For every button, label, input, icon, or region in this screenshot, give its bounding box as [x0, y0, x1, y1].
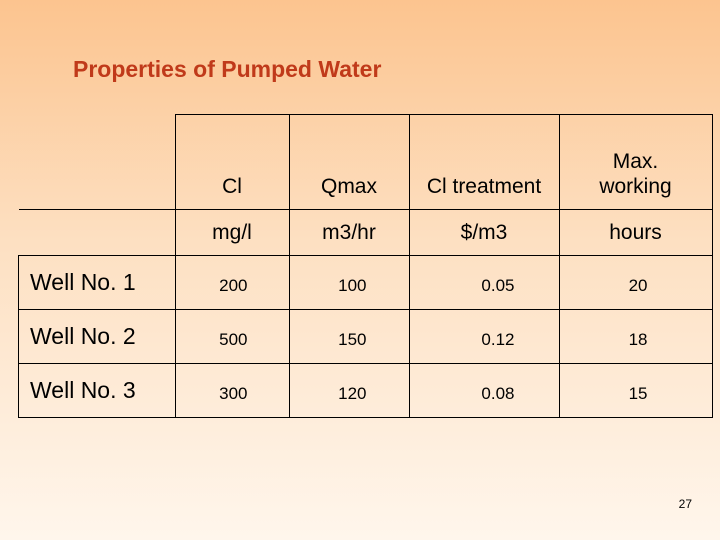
header-row: Cl Qmax Cl treatment Max. working	[18, 114, 713, 210]
table-row: Well No. 2 500 150 0.12 18	[18, 309, 713, 364]
slide-title: Properties of Pumped Water	[73, 56, 382, 82]
empty-unit-cell	[18, 209, 176, 256]
table-row: Well No. 1 200 100 0.05 20	[18, 255, 713, 310]
value-max-working: 20	[558, 255, 713, 310]
header-max-working: Max. working	[558, 114, 713, 210]
units-row: mg/l m3/hr $/m3 hours	[18, 209, 713, 256]
value-cl-treatment: 0.08	[408, 363, 560, 418]
well-name: Well No. 1	[18, 255, 176, 310]
value-cl: 500	[174, 309, 290, 364]
header-max-working-label: Max. working	[599, 150, 672, 198]
properties-table: Cl Qmax Cl treatment Max. working mg/l m…	[18, 114, 713, 418]
well-name: Well No. 2	[18, 309, 176, 364]
value-cl: 300	[174, 363, 290, 418]
value-cl-treatment: 0.12	[408, 309, 560, 364]
value-cl-treatment: 0.05	[408, 255, 560, 310]
well-name: Well No. 3	[18, 363, 176, 418]
table-row: Well No. 3 300 120 0.08 15	[18, 363, 713, 418]
header-cl-treatment: Cl treatment	[408, 114, 560, 210]
unit-qmax: m3/hr	[288, 209, 410, 256]
unit-cl: mg/l	[174, 209, 290, 256]
value-max-working: 15	[558, 363, 713, 418]
value-max-working: 18	[558, 309, 713, 364]
header-cl: Cl	[174, 114, 290, 210]
value-cl: 200	[174, 255, 290, 310]
unit-max-working: hours	[558, 209, 713, 256]
value-qmax: 120	[288, 363, 410, 418]
value-qmax: 100	[288, 255, 410, 310]
header-qmax: Qmax	[288, 114, 410, 210]
value-qmax: 150	[288, 309, 410, 364]
page-number: 27	[678, 497, 692, 511]
empty-corner-cell	[18, 114, 176, 210]
unit-cl-treatment: $/m3	[408, 209, 560, 256]
